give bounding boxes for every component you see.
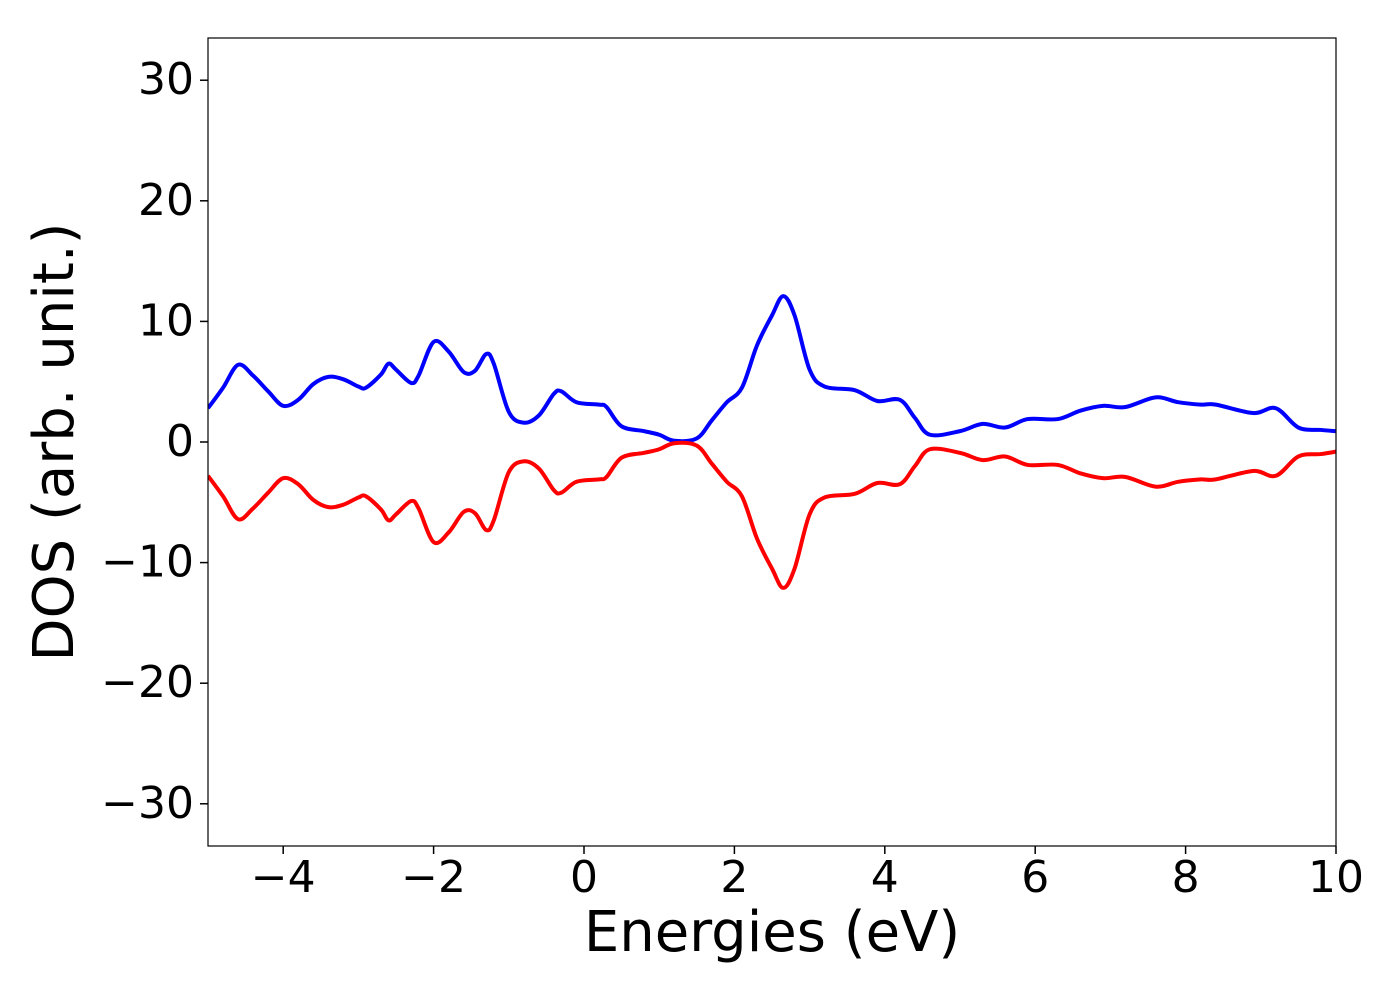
x-axis-label: Energies (eV) [584,900,960,965]
plot-frame [207,37,1337,847]
data-line [208,294,1336,444]
x-tick-label: 6 [1021,852,1049,903]
x-tick-label: −2 [401,852,466,903]
y-tick-label: −30 [101,778,194,829]
y-axis-label: DOS (arb. unit.) [22,222,87,661]
y-tick-label: −10 [101,537,194,588]
y-tick-label: 0 [166,416,194,467]
y-tick-label: −20 [101,657,194,708]
x-tick-label: −4 [251,852,316,903]
x-tick-label: 4 [871,852,899,903]
y-tick-label: 20 [138,175,194,226]
data-line [208,440,1336,590]
x-tick-label: 2 [720,852,748,903]
y-tick-label: 30 [138,54,194,105]
y-tick-label: 10 [138,295,194,346]
x-tick-label: 8 [1172,852,1200,903]
x-tick-label: 10 [1308,852,1364,903]
x-tick-label: 0 [570,852,598,903]
